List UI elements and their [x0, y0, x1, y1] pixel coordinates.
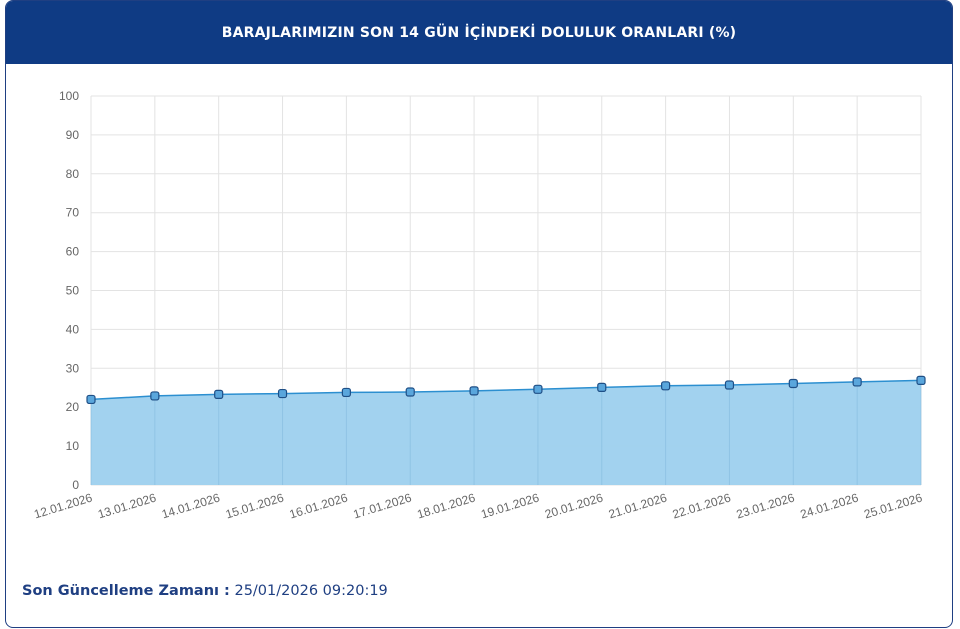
y-tick-label: 20: [66, 400, 80, 414]
x-tick-label: 21.01.2026: [607, 490, 669, 521]
data-point: [277, 388, 288, 399]
data-point: [469, 386, 479, 396]
y-tick-label: 30: [66, 361, 80, 375]
series-line: [90, 379, 922, 401]
x-tick-label: 12.01.2026: [32, 490, 94, 521]
y-tick-label: 50: [66, 284, 80, 298]
data-point: [916, 375, 926, 385]
data-point: [214, 389, 224, 399]
data-point: [661, 381, 671, 391]
area-fill: [91, 380, 921, 485]
x-tick-label: 23.01.2026: [735, 490, 797, 521]
y-tick-label: 90: [66, 128, 80, 142]
x-tick-label: 22.01.2026: [671, 490, 733, 521]
x-tick-label: 15.01.2026: [224, 490, 286, 521]
chart-title: BARAJLARIMIZIN SON 14 GÜN İÇİNDEKİ DOLUL…: [6, 1, 952, 64]
x-tick-label: 16.01.2026: [288, 490, 350, 521]
y-tick-label: 80: [66, 167, 80, 181]
x-tick-label: 24.01.2026: [798, 490, 860, 521]
data-point: [341, 387, 351, 398]
data-point: [533, 384, 543, 394]
x-tick-label: 14.01.2026: [160, 490, 222, 521]
data-point: [852, 377, 862, 387]
y-tick-label: 70: [66, 206, 80, 220]
x-tick-label: 13.01.2026: [96, 490, 158, 521]
y-tick-label: 60: [66, 245, 80, 259]
x-tick-label: 25.01.2026: [862, 490, 924, 521]
y-tick-label: 100: [59, 89, 79, 103]
y-tick-label: 10: [66, 439, 80, 453]
data-point: [150, 391, 160, 401]
x-tick-label: 20.01.2026: [543, 490, 605, 521]
chart-card: BARAJLARIMIZIN SON 14 GÜN İÇİNDEKİ DOLUL…: [5, 0, 953, 628]
data-point: [405, 387, 415, 397]
y-tick-label: 40: [66, 322, 80, 336]
x-tick-label: 19.01.2026: [479, 490, 541, 521]
last-update-label: Son Güncelleme Zamanı :: [22, 583, 230, 599]
data-point: [788, 378, 798, 389]
data-point: [86, 394, 96, 405]
data-point: [724, 380, 735, 390]
last-update-value: 25/01/2026 09:20:19: [234, 583, 388, 599]
y-tick-label: 0: [72, 478, 79, 492]
data-point: [597, 382, 607, 392]
x-tick-label: 18.01.2026: [415, 490, 477, 521]
last-update: Son Güncelleme Zamanı : 25/01/2026 09:20…: [22, 583, 388, 599]
x-tick-label: 17.01.2026: [352, 490, 414, 521]
